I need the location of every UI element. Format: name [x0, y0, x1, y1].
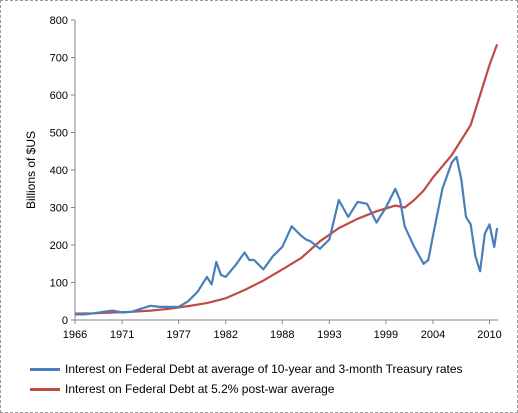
- y-tick-label: 200: [50, 240, 68, 252]
- y-tick-label: 800: [50, 15, 68, 27]
- legend-item-postwar: Interest on Federal Debt at 5.2% post-wa…: [30, 379, 510, 399]
- y-tick-label: 300: [50, 203, 68, 215]
- x-tick-label: 2010: [477, 329, 501, 341]
- y-tick-label: 500: [50, 128, 68, 140]
- y-tick-label: 700: [50, 53, 68, 65]
- series-line-postwar: [74, 44, 499, 315]
- series-line-treasury: [75, 155, 499, 316]
- series-lines: [74, 44, 499, 316]
- legend-label-treasury: Interest on Federal Debt at average of 1…: [65, 362, 463, 376]
- x-tick-label: 1988: [270, 329, 294, 341]
- legend-label-postwar: Interest on Federal Debt at 5.2% post-wa…: [65, 382, 335, 396]
- y-tick-label: 0: [62, 315, 68, 327]
- x-tick-label: 1999: [374, 329, 398, 341]
- x-tick-label: 1966: [63, 329, 87, 341]
- x-tick-label: 1971: [110, 329, 134, 341]
- y-tick-label: 600: [50, 90, 68, 102]
- x-tick-label: 1982: [213, 329, 237, 341]
- x-tick-label: 1993: [317, 329, 341, 341]
- legend-swatch-treasury: [30, 367, 60, 371]
- x-tick-label: 2004: [421, 329, 445, 341]
- y-tick-label: 400: [50, 165, 68, 177]
- y-axis-label: Billions of $US: [24, 131, 38, 209]
- y-tick-label: 100: [50, 278, 68, 290]
- x-tick-label: 1977: [166, 329, 190, 341]
- axes: 0 100 200 300 400 500 600 700 800 1966 1971 1977 198…: [50, 15, 502, 341]
- legend: Interest on Federal Debt at average of 1…: [30, 359, 510, 399]
- legend-item-treasury: Interest on Federal Debt at average of 1…: [30, 359, 510, 379]
- legend-swatch-postwar: [30, 387, 60, 391]
